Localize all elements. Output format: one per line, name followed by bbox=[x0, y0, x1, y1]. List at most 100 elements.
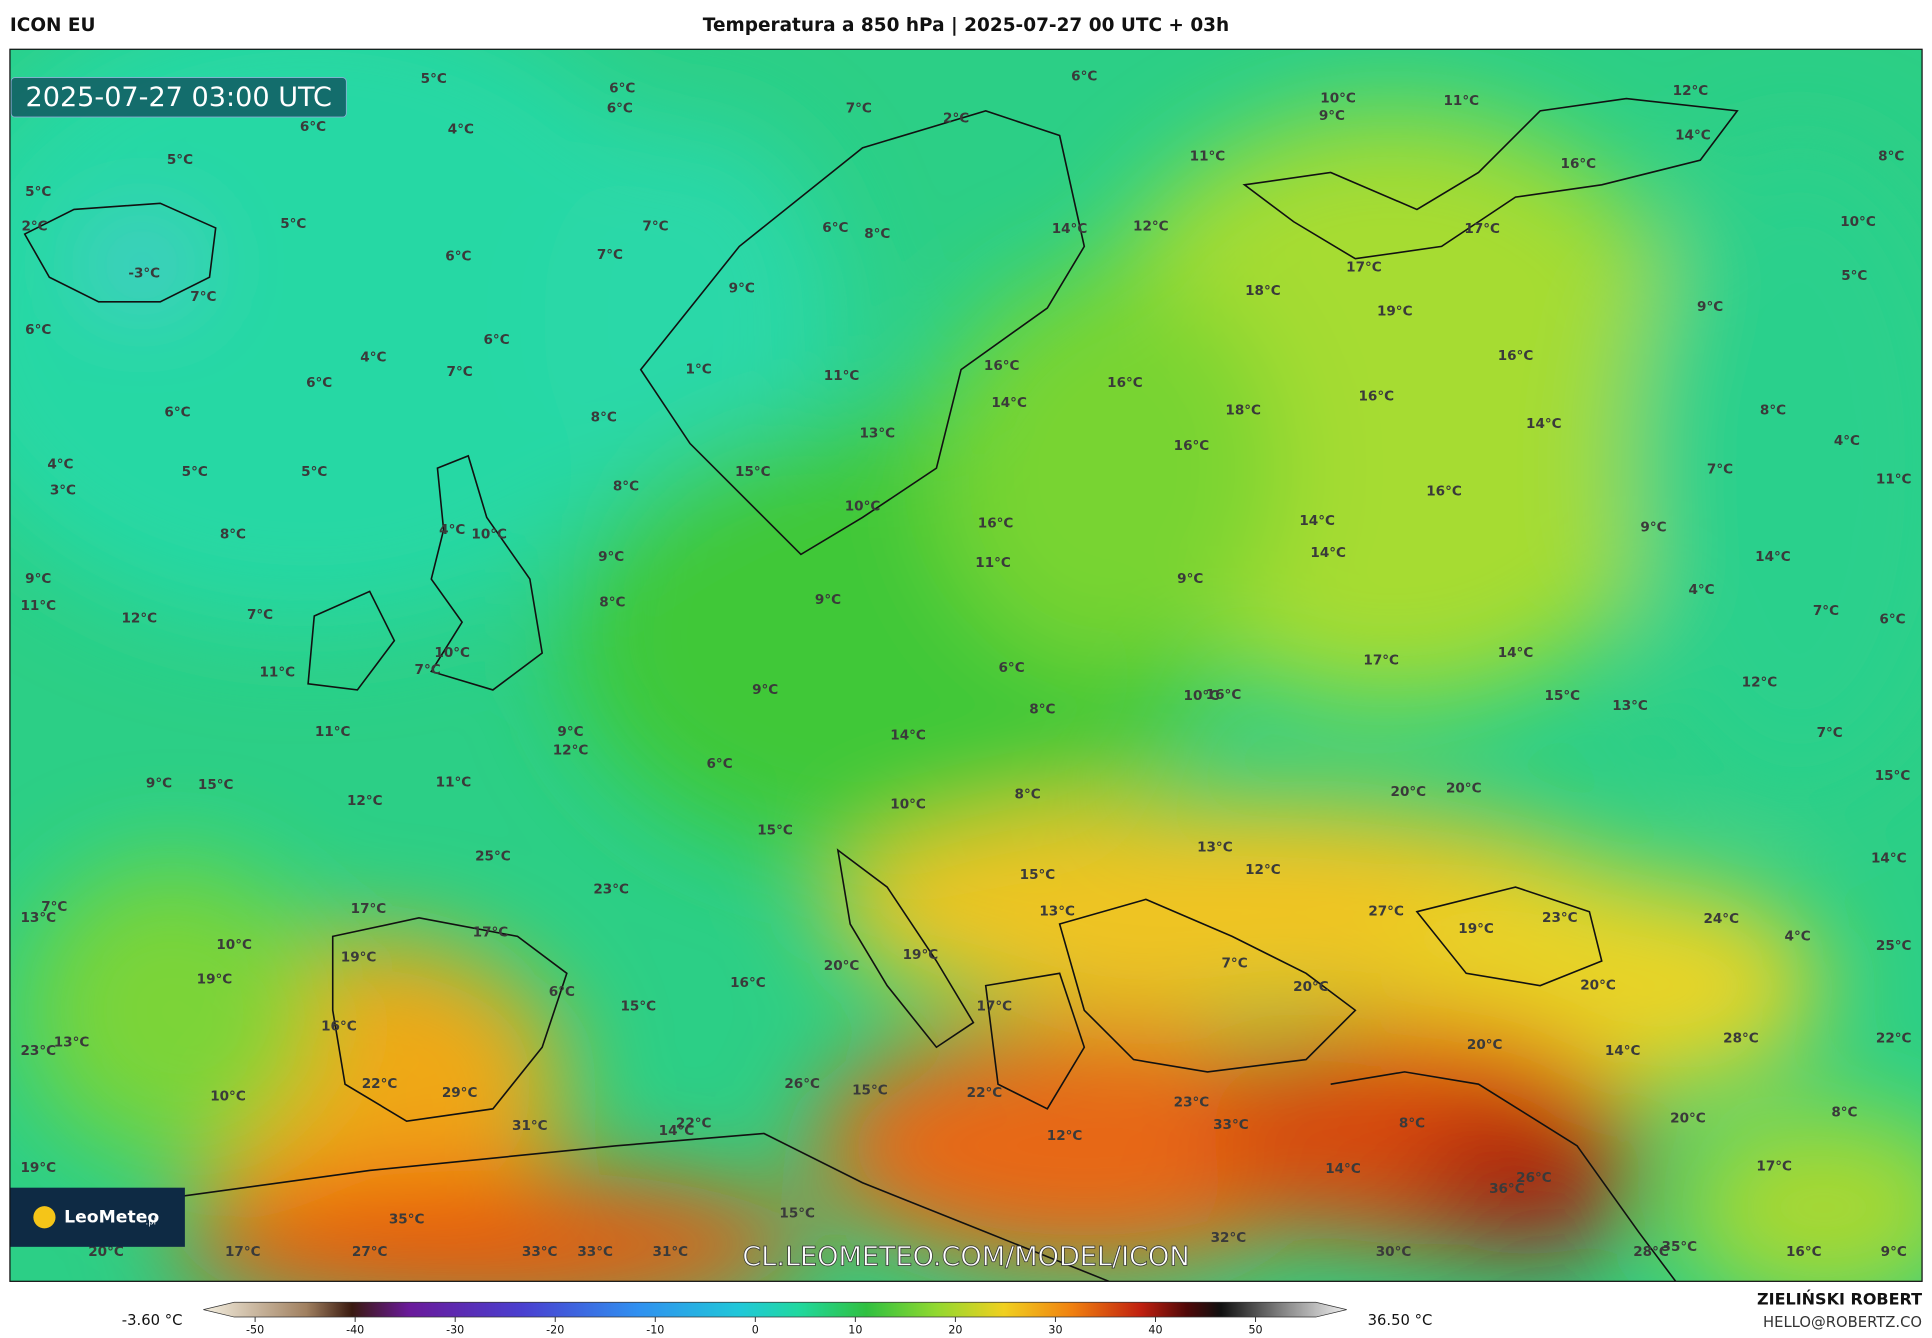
temperature-label: 11°C bbox=[20, 598, 56, 614]
temperature-label: 17°C bbox=[473, 925, 509, 941]
temperature-label: 14°C bbox=[1052, 221, 1088, 237]
colorbar-tick-label: 50 bbox=[1248, 1324, 1262, 1337]
temperature-label: 3°C bbox=[50, 482, 76, 498]
temperature-label: 11°C bbox=[1190, 148, 1226, 164]
temperature-label: 23°C bbox=[1542, 910, 1578, 926]
temperature-label: 17°C bbox=[1363, 652, 1399, 668]
temperature-label: 11°C bbox=[436, 774, 472, 790]
temperature-label: 6°C bbox=[549, 984, 575, 1000]
logo-text: LeoMeteo bbox=[64, 1207, 159, 1227]
model-name: ICON EU bbox=[10, 15, 96, 36]
temperature-label: 36°C bbox=[1489, 1181, 1525, 1197]
colorbar-tick-label: -20 bbox=[546, 1324, 564, 1337]
temperature-label: 15°C bbox=[852, 1082, 888, 1098]
temperature-label: 4°C bbox=[360, 349, 386, 365]
temperature-label: 12°C bbox=[1133, 219, 1169, 235]
contact: HELLO@ROBERTZ.CO bbox=[1763, 1314, 1922, 1331]
temperature-label: 9°C bbox=[1319, 108, 1345, 124]
temperature-label: 16°C bbox=[1561, 156, 1597, 172]
temperature-label: 12°C bbox=[1047, 1128, 1083, 1144]
temperature-label: 8°C bbox=[599, 594, 625, 610]
temperature-label: 8°C bbox=[1760, 402, 1786, 418]
temperature-label: 31°C bbox=[653, 1244, 689, 1260]
temperature-label: 32°C bbox=[1211, 1230, 1247, 1246]
temperature-label: 22°C bbox=[676, 1116, 712, 1132]
temperature-label: 6°C bbox=[609, 81, 635, 97]
colorbar-tick-label: 0 bbox=[752, 1324, 759, 1337]
temperature-label: 6°C bbox=[1879, 612, 1905, 628]
logo-sun bbox=[33, 1206, 56, 1229]
colorbar-tick-label: 20 bbox=[948, 1324, 962, 1337]
temperature-label: 14°C bbox=[1526, 416, 1562, 432]
temperature-label: 11°C bbox=[315, 724, 351, 740]
temperature-label: 8°C bbox=[1015, 787, 1041, 803]
temperature-label: 9°C bbox=[1640, 519, 1666, 535]
temperature-label: 9°C bbox=[1177, 571, 1203, 587]
temperature-label: 20°C bbox=[1293, 979, 1329, 995]
temperature-label: 6°C bbox=[607, 100, 633, 116]
temperature-label: 26°C bbox=[784, 1076, 820, 1092]
temperature-label: 5°C bbox=[280, 216, 306, 232]
temperature-label: 29°C bbox=[442, 1085, 478, 1101]
temperature-label: 14°C bbox=[1325, 1161, 1361, 1177]
temperature-label: 15°C bbox=[1545, 688, 1581, 704]
temperature-label: 20°C bbox=[1391, 784, 1427, 800]
temperature-label: 10°C bbox=[434, 645, 470, 661]
temperature-label: 4°C bbox=[1834, 433, 1860, 449]
temperature-label: 14°C bbox=[1605, 1043, 1641, 1059]
temperature-label: 9°C bbox=[598, 549, 624, 565]
temperature-label: 12°C bbox=[122, 610, 158, 626]
timestamp: 2025-07-27 03:00 UTC bbox=[25, 82, 331, 113]
temperature-label: 16°C bbox=[984, 358, 1020, 374]
temperature-label: 31°C bbox=[512, 1118, 548, 1134]
temperature-label: 10°C bbox=[1840, 214, 1876, 230]
temperature-label: 27°C bbox=[1368, 904, 1404, 920]
temperature-label: 8°C bbox=[1878, 148, 1904, 164]
temperature-label: 23°C bbox=[593, 882, 629, 898]
colorbar-tick-label: 30 bbox=[1048, 1324, 1062, 1337]
temperature-label: 17°C bbox=[1756, 1159, 1792, 1175]
temperature-label: 13°C bbox=[1197, 840, 1233, 856]
temperature-label: 9°C bbox=[1697, 299, 1723, 315]
temperature-label: 4°C bbox=[47, 456, 73, 472]
temperature-label: 20°C bbox=[1670, 1111, 1706, 1127]
temperature-label: 24°C bbox=[1703, 911, 1739, 927]
temperature-label: 19°C bbox=[903, 947, 939, 963]
temperature-label: 15°C bbox=[620, 999, 656, 1015]
temperature-label: 14°C bbox=[1675, 128, 1711, 144]
temperature-label: 9°C bbox=[557, 724, 583, 740]
temperature-label: 4°C bbox=[448, 121, 474, 137]
temperature-label: 6°C bbox=[300, 119, 326, 135]
temperature-label: 6°C bbox=[164, 405, 190, 421]
temperature-label: 13°C bbox=[1039, 904, 1075, 920]
colorbar bbox=[203, 1301, 1347, 1318]
temperature-label: 11°C bbox=[824, 368, 860, 384]
temperature-label: 7°C bbox=[1813, 603, 1839, 619]
temperature-label: 17°C bbox=[977, 999, 1013, 1015]
temperature-label: 20°C bbox=[824, 958, 860, 974]
temperature-label: 12°C bbox=[553, 742, 589, 758]
temperature-label: 18°C bbox=[1245, 283, 1281, 299]
temperature-label: 8°C bbox=[613, 479, 639, 495]
temperature-label: 19°C bbox=[20, 1160, 56, 1176]
temperature-label: 16°C bbox=[1426, 484, 1462, 500]
coastlines bbox=[9, 97, 1739, 1282]
map-frame bbox=[9, 48, 1923, 1282]
temperature-label: 8°C bbox=[220, 527, 246, 543]
temperature-label: 16°C bbox=[1498, 348, 1534, 364]
temperature-label: 7°C bbox=[846, 100, 872, 116]
temperature-label: 12°C bbox=[347, 793, 383, 809]
temperature-label: 19°C bbox=[1377, 304, 1413, 320]
temperature-label: 18°C bbox=[1225, 402, 1261, 418]
temperature-label: 7°C bbox=[1222, 955, 1248, 971]
temperature-label: 10°C bbox=[1184, 688, 1220, 704]
temperature-label: 16°C bbox=[1786, 1244, 1822, 1260]
colorbar-tick-label: -40 bbox=[346, 1324, 364, 1337]
temperature-label: 26°C bbox=[1516, 1170, 1552, 1186]
temperature-label: 12°C bbox=[1742, 675, 1778, 691]
temperature-label: 1°C bbox=[686, 362, 712, 378]
temperature-label: 25°C bbox=[475, 848, 511, 864]
colorbar-tick-label: 10 bbox=[848, 1324, 862, 1337]
temperature-label: 6°C bbox=[445, 248, 471, 264]
